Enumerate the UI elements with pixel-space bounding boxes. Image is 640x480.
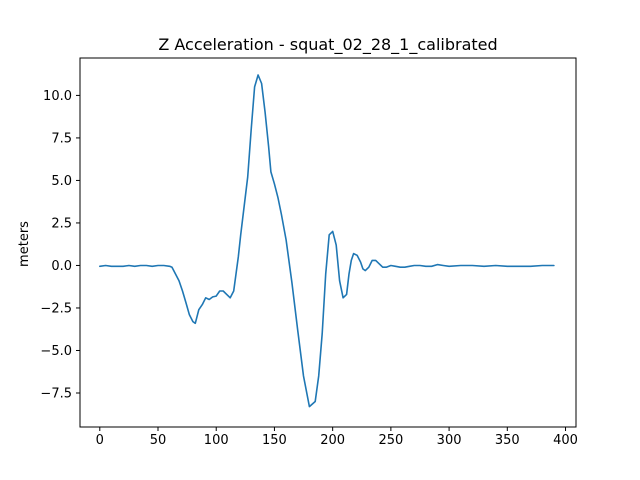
y-tick-label: 10.0: [43, 89, 72, 104]
axis-ticks: 0 50 100 150 200 250 300 350 400 −7.5 −5.0 −2.5 0.0 2…: [40, 89, 578, 448]
plot-area: [99, 74, 555, 408]
y-tick-label: −7.5: [40, 386, 72, 401]
x-tick-label: 350: [495, 433, 520, 448]
x-tick-label: 100: [204, 433, 229, 448]
y-tick-label: 5.0: [51, 174, 72, 189]
y-tick-label: 7.5: [51, 131, 72, 146]
x-tick-label: 250: [378, 433, 403, 448]
x-tick-label: 400: [553, 433, 578, 448]
y-tick-label: −2.5: [40, 301, 72, 316]
plot-frame: [79, 57, 577, 428]
y-tick-label: −5.0: [40, 344, 72, 359]
x-tick-label: 200: [320, 433, 345, 448]
x-tick-label: 150: [262, 433, 287, 448]
y-axis-label: meters: [17, 221, 32, 267]
y-tick-label: 0.0: [51, 259, 72, 274]
y-tick-label: 2.5: [51, 216, 72, 231]
x-tick-label: 0: [96, 433, 104, 448]
x-tick-label: 50: [150, 433, 167, 448]
series-line: [99, 74, 555, 408]
chart-title: Z Acceleration - squat_02_28_1_calibrate…: [158, 35, 497, 55]
x-tick-label: 300: [437, 433, 462, 448]
